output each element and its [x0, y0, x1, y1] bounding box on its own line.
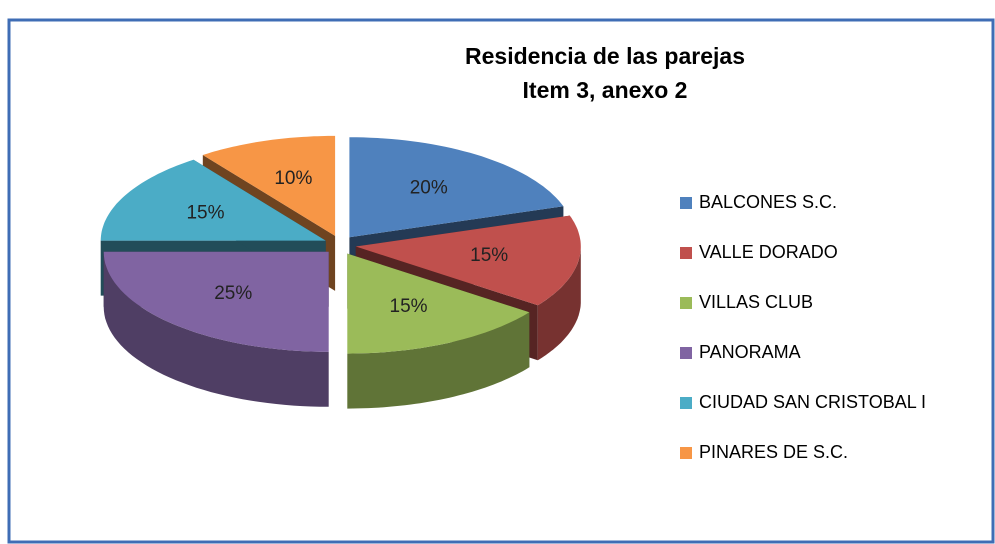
slice — [100, 159, 326, 241]
slice-wall — [103, 251, 329, 407]
chart-subtitle: Item 3, anexo 2 — [523, 77, 688, 103]
slice — [347, 253, 530, 354]
slice — [103, 251, 329, 352]
legend-swatch — [680, 247, 692, 259]
data-label: 15% — [186, 202, 224, 223]
data-label: 15% — [470, 245, 508, 266]
slice-wall — [347, 312, 530, 409]
legend-label: VALLE DORADO — [699, 242, 838, 262]
slice — [349, 137, 564, 238]
slice — [202, 135, 336, 236]
legend-label: BALCONES S.C. — [699, 192, 837, 212]
data-label: 10% — [274, 168, 312, 189]
legend-swatch — [680, 347, 692, 359]
legend-swatch — [680, 447, 692, 459]
slice-wall — [537, 246, 581, 361]
chart-title: Residencia de las parejas — [465, 43, 745, 69]
legend-swatch — [680, 397, 692, 409]
legend-label: VILLAS CLUB — [699, 292, 813, 312]
legend-swatch — [680, 297, 692, 309]
legend-label: PANORAMA — [699, 342, 801, 362]
slice — [355, 215, 581, 306]
data-label: 20% — [410, 178, 448, 199]
legend-swatch — [680, 197, 692, 209]
data-label: 15% — [390, 296, 428, 317]
legend-label: CIUDAD SAN CRISTOBAL I — [699, 392, 926, 412]
legend-label: PINARES DE S.C. — [699, 442, 848, 462]
data-label: 25% — [214, 283, 252, 304]
